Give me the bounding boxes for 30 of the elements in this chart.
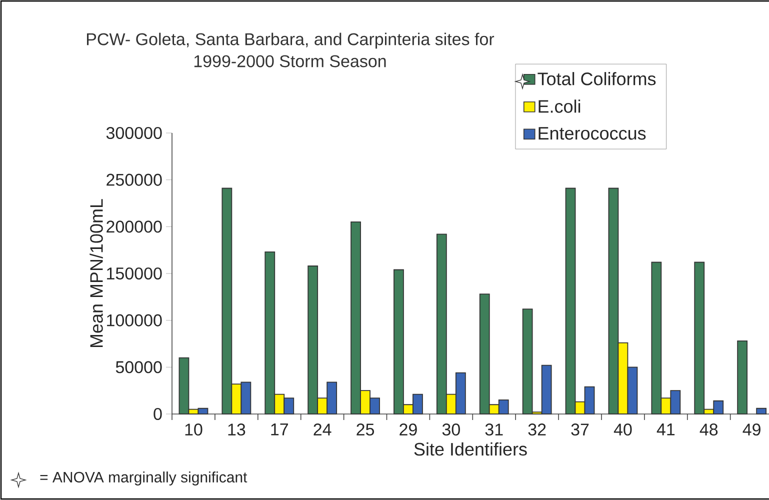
text: = ANOVA marginally significant — [40, 471, 248, 486]
x-tick-label: 29 — [400, 424, 417, 436]
y-tick-label: 250000 — [106, 174, 162, 186]
x-tick-label: 25 — [356, 424, 374, 436]
y-tick-label: 200000 — [106, 220, 162, 233]
y-tick-label: 50000 — [116, 361, 162, 374]
x-tick-label: 49 — [742, 424, 760, 436]
y-tick-label: 100000 — [107, 314, 162, 326]
x-tick-label: 24 — [314, 424, 332, 436]
x-tick-label: 41 — [656, 424, 675, 436]
x-tick-label: 37 — [571, 424, 589, 436]
y-axis-title: Mean MPN/100mL — [90, 199, 103, 348]
bar — [756, 408, 767, 414]
legend-label: Total Coliforms — [538, 72, 656, 86]
x-tick-label: 10 — [185, 424, 202, 436]
legend-label: E.coli — [538, 100, 580, 113]
y-tick-label: 150000 — [107, 267, 162, 280]
x-tick-label: 17 — [271, 424, 288, 436]
x-tick-label: 48 — [700, 424, 718, 436]
x-tick-label: 13 — [228, 424, 246, 436]
chart-title: PCW- Goleta, Santa Barbara, and Carpinteria sites for 1999-2000 Storm Season — [86, 32, 494, 68]
x-axis-title: Site Identifiers — [414, 442, 527, 456]
y-tick-label: 300000 — [106, 126, 162, 140]
y-tick-label: 0 — [154, 408, 162, 420]
x-tick-label: 31 — [485, 424, 503, 436]
x-tick-label: 30 — [442, 424, 460, 436]
x-tick-label: 32 — [528, 424, 546, 436]
bar — [737, 340, 748, 414]
x-tick-label: 40 — [614, 424, 632, 436]
legend-label: Enterococcus — [538, 127, 646, 140]
